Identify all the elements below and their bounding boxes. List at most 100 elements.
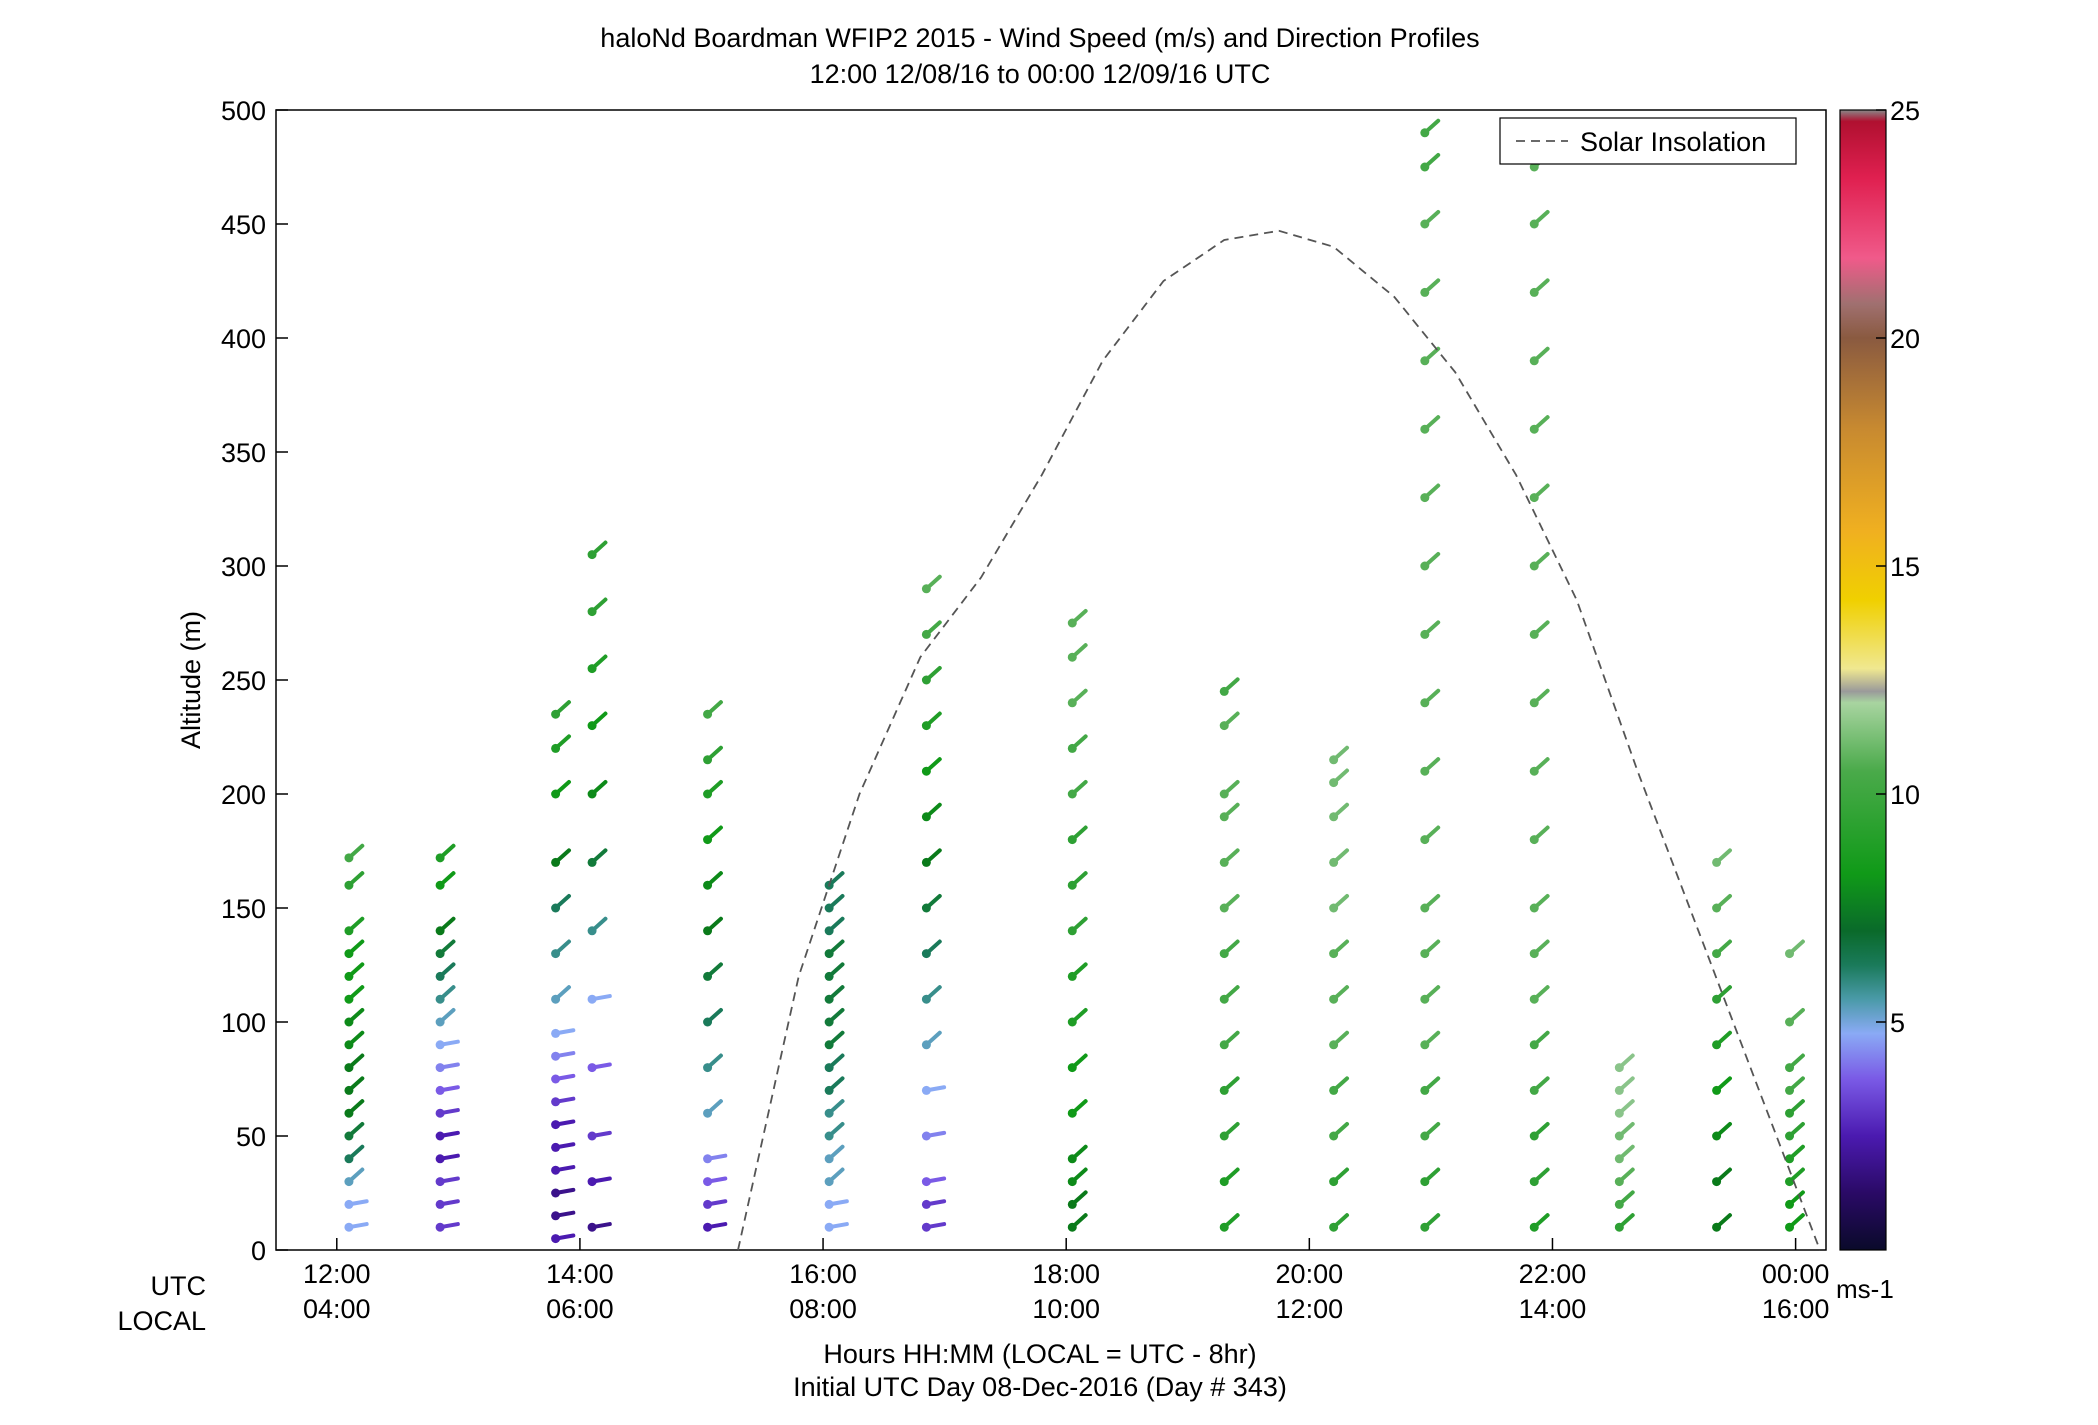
wind-barb-point xyxy=(344,1131,354,1141)
y-tick-label: 250 xyxy=(221,666,266,696)
colorbar-unit: ms-1 xyxy=(1836,1274,1894,1304)
wind-barb-point xyxy=(1329,903,1339,913)
chart-subtitle: 12:00 12/08/16 to 00:00 12/09/16 UTC xyxy=(810,59,1271,89)
x-tick-label-local: 10:00 xyxy=(1032,1294,1100,1324)
wind-barb-point xyxy=(435,853,445,863)
wind-barb-point xyxy=(1067,789,1077,799)
colorbar-ticks: 5 10 15 20 25 xyxy=(1876,96,1920,1038)
wind-barb-point xyxy=(435,949,445,959)
y-tick-label: 200 xyxy=(221,780,266,810)
wind-barb-point xyxy=(1420,561,1430,571)
x-tick-label-local: 06:00 xyxy=(546,1294,614,1324)
wind-barb-point xyxy=(1420,162,1430,172)
colorbar: 5 10 15 20 25 ms-1 xyxy=(1836,96,1920,1304)
y-tick-label: 500 xyxy=(221,96,266,126)
wind-barb-point xyxy=(1420,949,1430,959)
y-tick-label: 450 xyxy=(221,210,266,240)
wind-barbs-layer xyxy=(344,118,1805,1244)
wind-barb-point xyxy=(551,1097,561,1107)
wind-barb-point xyxy=(1785,1222,1795,1232)
wind-barb-point xyxy=(1067,835,1077,845)
wind-barb-point xyxy=(921,1131,931,1141)
wind-barb-point xyxy=(824,1040,834,1050)
wind-barb-point xyxy=(921,766,931,776)
wind-barb-point xyxy=(1420,1177,1430,1187)
wind-barb-point xyxy=(1219,857,1229,867)
wind-barb-point xyxy=(435,880,445,890)
wind-barb-point xyxy=(1329,755,1339,765)
wind-barb-point xyxy=(1529,1177,1539,1187)
wind-barb-point xyxy=(703,789,713,799)
x-tick-label-local: 08:00 xyxy=(789,1294,857,1324)
wind-barb-point xyxy=(587,1063,597,1073)
wind-barb-point xyxy=(703,880,713,890)
wind-barb-point xyxy=(1219,721,1229,731)
wind-barb-point xyxy=(1219,903,1229,913)
wind-barb-point xyxy=(1712,994,1722,1004)
x-tick-label-utc: 18:00 xyxy=(1032,1259,1100,1289)
wind-barb-point xyxy=(1529,949,1539,959)
wind-barb-point xyxy=(344,926,354,936)
wind-barb-point xyxy=(703,1199,713,1209)
wind-barb-point xyxy=(1219,686,1229,696)
wind-barb-point xyxy=(1219,1040,1229,1050)
wind-barb-point xyxy=(1329,1222,1339,1232)
wind-barb-point xyxy=(435,926,445,936)
y-tick-label: 100 xyxy=(221,1008,266,1038)
x-row-label-utc: UTC xyxy=(151,1271,207,1301)
wind-barb-point xyxy=(703,926,713,936)
wind-barb-point xyxy=(1712,1131,1722,1141)
wind-barb-point xyxy=(824,1131,834,1141)
wind-barb-point xyxy=(587,664,597,674)
wind-barb-point xyxy=(1067,1222,1077,1232)
wind-barb-point xyxy=(1329,1085,1339,1095)
wind-barb-point xyxy=(1219,812,1229,822)
x-axis-label: Hours HH:MM (LOCAL = UTC - 8hr) xyxy=(823,1339,1256,1369)
wind-barb-point xyxy=(344,1017,354,1027)
y-tick-label: 350 xyxy=(221,438,266,468)
wind-barb-point xyxy=(551,1234,561,1244)
wind-barb-point xyxy=(824,1154,834,1164)
wind-barb-point xyxy=(824,1108,834,1118)
wind-barb-point xyxy=(703,755,713,765)
wind-barb-point xyxy=(1329,857,1339,867)
x-tick-label-utc: 00:00 xyxy=(1762,1259,1830,1289)
wind-barb-point xyxy=(1329,1040,1339,1050)
wind-barb-point xyxy=(1219,1085,1229,1095)
wind-barb-point xyxy=(921,629,931,639)
wind-barb-point xyxy=(435,1199,445,1209)
colorbar-tick-label: 25 xyxy=(1890,96,1920,126)
wind-barb-point xyxy=(1785,1108,1795,1118)
wind-barb-point xyxy=(824,971,834,981)
wind-barb-point xyxy=(1067,1177,1077,1187)
wind-barb-point xyxy=(1529,219,1539,229)
wind-barb-point xyxy=(1420,219,1430,229)
wind-barb-point xyxy=(1785,1131,1795,1141)
wind-barb-point xyxy=(1614,1108,1624,1118)
wind-barb-point xyxy=(587,926,597,936)
wind-barb-point xyxy=(551,1211,561,1221)
wind-barb-point xyxy=(1529,162,1539,172)
x-axis-ticks: 12:00 04:00 14:00 06:00 16:00 08:00 18:00 10:00… xyxy=(303,1238,1829,1324)
wind-barb-point xyxy=(703,971,713,981)
wind-barb-point xyxy=(587,1222,597,1232)
wind-barb-point xyxy=(1329,994,1339,1004)
wind-barb-point xyxy=(435,1063,445,1073)
wind-barb-point xyxy=(1219,1131,1229,1141)
wind-barb-point xyxy=(1219,994,1229,1004)
wind-barb-point xyxy=(344,949,354,959)
wind-barb-point xyxy=(1712,1085,1722,1095)
wind-barb-point xyxy=(551,709,561,719)
wind-barb-point xyxy=(344,1063,354,1073)
wind-barb-point xyxy=(1614,1199,1624,1209)
wind-barb-point xyxy=(1219,949,1229,959)
wind-barb-point xyxy=(1529,356,1539,366)
wind-barb-point xyxy=(551,1074,561,1084)
wind-barb-point xyxy=(921,994,931,1004)
wind-barb-point xyxy=(551,903,561,913)
wind-barb-point xyxy=(703,1017,713,1027)
y-tick-label: 400 xyxy=(221,324,266,354)
legend-label-solar: Solar Insolation xyxy=(1580,127,1766,157)
wind-barb-point xyxy=(587,607,597,617)
x-tick-label-utc: 22:00 xyxy=(1519,1259,1587,1289)
